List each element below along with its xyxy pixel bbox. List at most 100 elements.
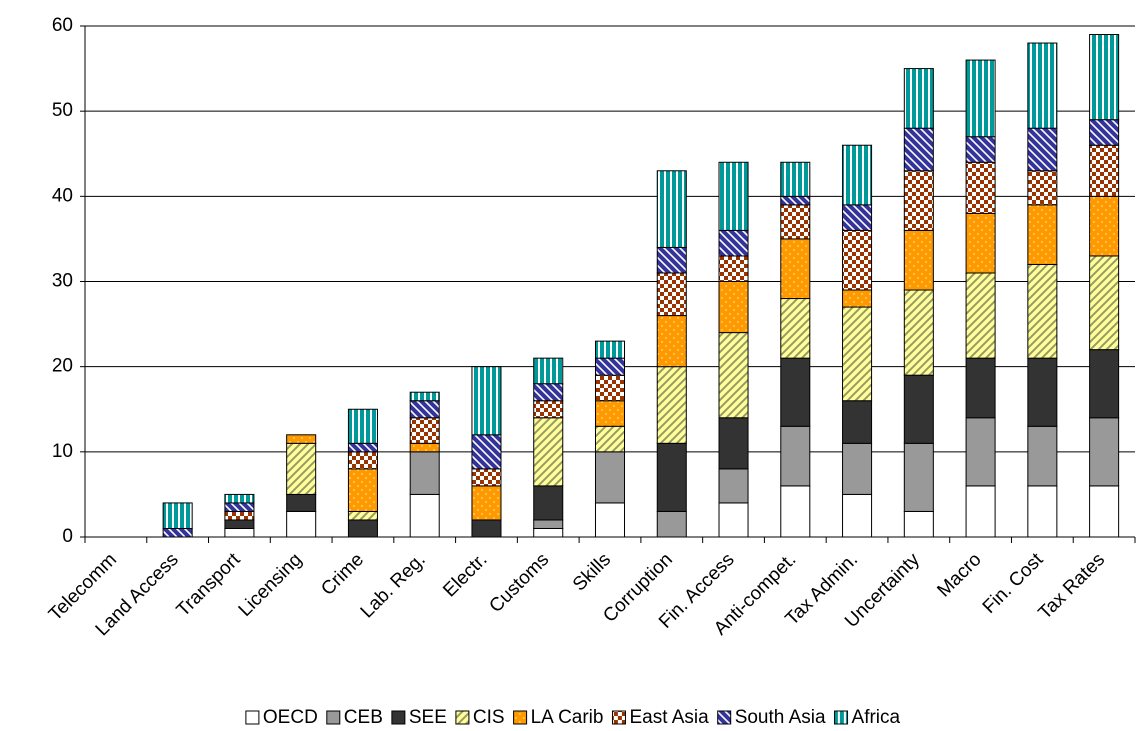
- bar-segment: [656, 366, 687, 444]
- bar-segment: [780, 204, 811, 240]
- bar-segment: [1089, 485, 1120, 538]
- bar-segment: [718, 255, 749, 282]
- bar-segment: [718, 229, 749, 257]
- bar-segment: [780, 485, 811, 538]
- bar-segment: [842, 204, 873, 231]
- bar-segment: [533, 383, 564, 402]
- bar-segment: [594, 400, 626, 427]
- bar-segment: [718, 281, 749, 334]
- bar-segment: [533, 519, 564, 529]
- bar-segment: [780, 357, 811, 427]
- bar-segment: [347, 442, 378, 453]
- legend-swatch: [717, 710, 732, 725]
- bar-segment: [842, 144, 873, 206]
- bar-segment: [965, 357, 996, 419]
- bar-segment: [903, 170, 934, 231]
- bar-segment: [903, 127, 934, 172]
- x-tick-label: Macro: [933, 549, 985, 601]
- legend-label: South Asia: [735, 707, 826, 728]
- x-tick-label: Electr.: [439, 549, 491, 601]
- legend-swatch: [455, 710, 470, 725]
- bar-segment: [224, 493, 255, 504]
- x-tick-label: Crime: [317, 549, 368, 600]
- bar-segment: [1089, 195, 1120, 257]
- bar-segment: [347, 408, 378, 444]
- bar-segment: [780, 238, 811, 300]
- bar-segment: [965, 417, 996, 487]
- legend-label: SEE: [409, 707, 447, 728]
- bar-segment: [842, 229, 873, 291]
- bar-segment: [780, 161, 811, 197]
- bar-segment: [1027, 263, 1058, 359]
- bar-segment: [656, 315, 687, 368]
- bar-segment: [780, 195, 811, 206]
- legend-swatch: [611, 710, 626, 725]
- bar-segment: [718, 161, 749, 231]
- legend-swatch: [834, 710, 849, 725]
- bar-segment: [842, 289, 873, 308]
- bar-segment: [718, 502, 749, 538]
- bar-segment: [965, 212, 996, 274]
- y-tick-label: 60: [52, 15, 73, 36]
- bar-segment: [286, 434, 317, 444]
- bar-segment: [347, 510, 378, 521]
- bar-segment: [224, 502, 255, 512]
- y-tick-label: 20: [52, 356, 73, 377]
- y-tick-label: 30: [52, 271, 73, 292]
- bar-segment: [471, 434, 502, 470]
- bar-segment: [965, 272, 996, 359]
- bar-segment: [1027, 204, 1058, 265]
- bar-segment: [533, 417, 564, 487]
- bar-segment: [224, 510, 255, 521]
- legend-label: OECD: [263, 707, 318, 728]
- bar-segment: [533, 357, 564, 385]
- bar-segment: [903, 229, 934, 291]
- bar-segment: [347, 519, 378, 538]
- bar-segment: [594, 340, 626, 359]
- bar-segment: [718, 332, 749, 419]
- legend-label: East Asia: [629, 707, 709, 728]
- x-tick-label: Customs: [485, 549, 553, 617]
- bar-segment: [1027, 425, 1058, 487]
- bar-segment: [1027, 127, 1058, 172]
- bar-segment: [162, 527, 193, 538]
- x-tick-label: Lab. Reg.: [357, 549, 430, 622]
- bar-segment: [224, 527, 255, 538]
- bar-segment: [842, 400, 873, 444]
- x-tick-label: Skills: [569, 549, 615, 595]
- bar-segment: [656, 246, 687, 274]
- bar-segment: [471, 485, 502, 521]
- bar-segment: [224, 519, 255, 529]
- bar-segment: [842, 306, 873, 402]
- legend-swatch: [513, 710, 528, 725]
- bar-segment: [842, 493, 873, 538]
- bar-segment: [1027, 485, 1058, 538]
- bar-segment: [842, 442, 873, 495]
- bar-segment: [656, 170, 687, 248]
- bar-segment: [718, 417, 749, 470]
- bar-segment: [965, 136, 996, 163]
- bar-segment: [1089, 119, 1120, 146]
- bar-segment: [780, 298, 811, 359]
- bar-segment: [533, 527, 564, 538]
- bar-segment: [903, 289, 934, 376]
- bar-segment: [1027, 170, 1058, 206]
- x-tick-label: Transport: [173, 549, 245, 621]
- bar-segment: [409, 417, 440, 444]
- bar-segment: [409, 493, 440, 538]
- bar-segment: [656, 272, 687, 317]
- x-tick-label: Tax Rates: [1035, 549, 1110, 624]
- bar-segment: [471, 366, 502, 436]
- legend-swatch: [391, 710, 406, 725]
- legend-label: LA Carib: [531, 707, 604, 728]
- bar-segment: [471, 468, 502, 487]
- bar-segment: [533, 485, 564, 521]
- bar-segment: [594, 451, 626, 504]
- bar-segment: [656, 510, 687, 538]
- bar-segment: [1089, 34, 1120, 121]
- legend-label: Africa: [852, 707, 901, 728]
- bar-segment: [1027, 357, 1058, 427]
- bar-segment: [656, 442, 687, 512]
- bar-segment: [1089, 255, 1120, 351]
